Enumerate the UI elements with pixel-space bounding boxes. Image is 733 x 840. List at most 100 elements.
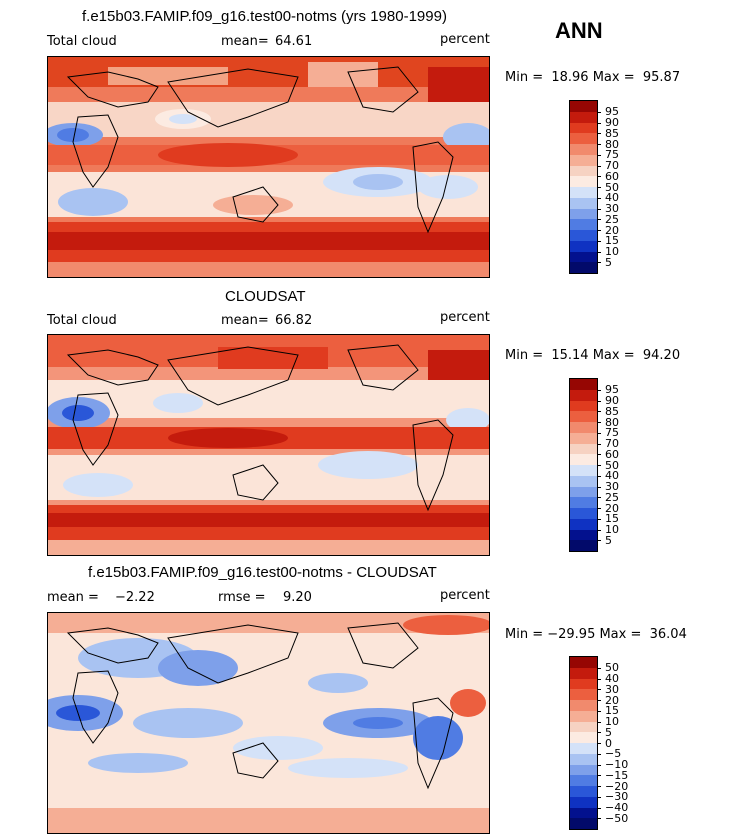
colorbar-level-label: 5: [605, 725, 612, 739]
colorbar-tick: [597, 422, 601, 423]
colorbar-tick: [597, 710, 601, 712]
panel-2-min-max: Min = 15.14 Max = 94.20: [505, 348, 681, 363]
colorbar-tick: [597, 796, 601, 798]
colorbar-cell: [570, 262, 597, 274]
colorbar-tick: [597, 122, 601, 124]
colorbar-tick: [597, 432, 601, 434]
colorbar-tick: [597, 251, 601, 253]
colorbar-tick: [597, 732, 601, 734]
colorbar-cell: [570, 465, 597, 476]
colorbar-level-label: 10: [605, 715, 619, 728]
colorbar-cell: [570, 187, 597, 198]
colorbar-cell: [570, 721, 597, 733]
colorbar-level-label: 80: [605, 415, 619, 429]
colorbar-tick: [597, 411, 601, 413]
colorbar-level-label: −5: [605, 747, 622, 761]
panel-3-map: [47, 612, 490, 834]
colorbar-cell: [570, 165, 597, 177]
colorbar-level-label: 85: [605, 126, 619, 140]
colorbar-cell: [570, 818, 597, 830]
colorbar-level-label: 5: [605, 255, 612, 269]
panel-1-map: [47, 56, 490, 278]
panel-3-mean-label: mean =: [47, 590, 99, 605]
colorbar-level-label: 30: [605, 202, 619, 215]
colorbar-tick: [597, 529, 601, 531]
panel-2-colorbar: 95 90 85 80 75 70 60 50 40 30 25 20 15 10 5: [569, 378, 619, 552]
colorbar-tick: [597, 508, 601, 509]
colorbar-cell: [570, 518, 597, 530]
colorbar-tick: [597, 154, 601, 156]
colorbar-level-label: 50: [605, 180, 619, 194]
panel-3-mean-value: −2.22: [115, 590, 155, 605]
colorbar-tick: [597, 454, 601, 456]
colorbar-cell: [570, 208, 597, 220]
colorbar-tick: [597, 700, 601, 701]
colorbar-cell: [570, 540, 597, 552]
colorbar-cell: [570, 197, 597, 209]
colorbar-tick: [597, 400, 601, 402]
colorbar-level-label: 20: [605, 223, 619, 237]
colorbar-level-label: 30: [605, 682, 619, 696]
colorbar-level-label: 25: [605, 212, 619, 226]
colorbar-tick: [597, 133, 601, 135]
panel-3-colorbar: 50 40 30 20 15 10 5 0 −5 −10 −15 −20 −30 −40 −50: [569, 656, 628, 830]
colorbar-level-label: 60: [605, 169, 619, 183]
colorbar-level-label: 25: [605, 490, 619, 504]
colorbar-tick: [597, 208, 601, 210]
panel-2-mean-value: 66.82: [275, 313, 313, 328]
colorbar-cell: [570, 700, 597, 711]
colorbar-level-label: 60: [605, 447, 619, 461]
colorbar-cell: [570, 775, 597, 787]
colorbar-cell: [570, 710, 597, 722]
colorbar-cell: [570, 133, 597, 145]
colorbar-level-label: 70: [605, 159, 619, 172]
colorbar-tick: [597, 187, 601, 188]
colorbar-tick: [597, 518, 601, 520]
panel-2-map-field: [48, 335, 489, 555]
colorbar-cell: [570, 389, 597, 401]
colorbar-cell: [570, 807, 597, 819]
colorbar-cell: [570, 454, 597, 466]
colorbar-cell: [570, 443, 597, 455]
colorbar-cell: [570, 154, 597, 166]
colorbar-level-label: 70: [605, 437, 619, 450]
colorbar-tick: [597, 165, 601, 167]
colorbar-tick: [597, 497, 601, 499]
colorbar-level-label: −30: [605, 790, 629, 804]
colorbar-level-label: 10: [605, 523, 619, 536]
colorbar-cell: [570, 486, 597, 498]
panel-3-rmse-label: rmse =: [218, 590, 266, 605]
colorbar-cell: [570, 219, 597, 231]
colorbar-level-label: 20: [605, 501, 619, 515]
colorbar-level-label: 95: [605, 383, 619, 397]
colorbar-cell: [570, 689, 597, 701]
colorbar-cell: [570, 240, 597, 252]
colorbar-level-label: 85: [605, 404, 619, 418]
panel-1-units: percent: [440, 32, 490, 47]
colorbar-cell: [570, 230, 597, 241]
colorbar-cell: [570, 251, 597, 263]
colorbar-tick: [597, 667, 601, 669]
colorbar-cell: [570, 400, 597, 412]
colorbar-tick: [597, 818, 601, 820]
colorbar-level-label: 30: [605, 480, 619, 493]
colorbar-tick: [597, 689, 601, 691]
colorbar-tick: [597, 786, 601, 787]
colorbar-tick: [597, 721, 601, 723]
panel-2-map: [47, 334, 490, 556]
colorbar-level-label: 15: [605, 704, 619, 718]
colorbar-tick: [597, 753, 601, 755]
panel-2-title: CLOUDSAT: [225, 288, 306, 305]
colorbar-cell: [570, 667, 597, 679]
colorbar-cell: [570, 111, 597, 123]
colorbar-level-label: −10: [605, 758, 629, 771]
colorbar-level-label: 10: [605, 245, 619, 258]
colorbar-cell: [570, 743, 597, 754]
panel-1-colorbar: 95 90 85 80 75 70 60 50 40 30 25 20 15 10 5: [569, 100, 619, 274]
colorbar-cell: [570, 796, 597, 808]
colorbar-level-label: 80: [605, 137, 619, 151]
colorbar-level-label: 20: [605, 693, 619, 707]
panel-1-min-max: Min = 18.96 Max = 95.87: [505, 70, 681, 85]
panel-3-min-max: Min = −29.95 Max = 36.04: [505, 627, 687, 642]
colorbar-level-label: 90: [605, 394, 619, 407]
